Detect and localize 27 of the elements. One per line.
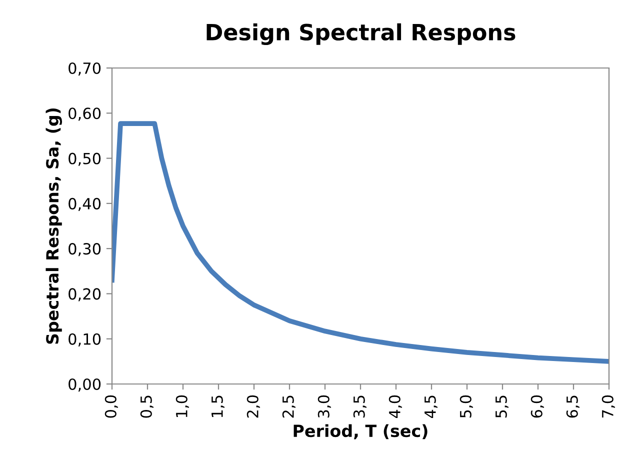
x-tick-label: 5,5 bbox=[496, 396, 508, 418]
y-tick-label: 0,70 bbox=[68, 62, 101, 76]
y-tick-label: 0,10 bbox=[68, 333, 101, 346]
line-series bbox=[112, 121, 609, 364]
x-tick-label: 6,5 bbox=[566, 396, 580, 418]
y-tick-label: 0,40 bbox=[68, 198, 101, 212]
x-tick-label: 4,5 bbox=[424, 396, 438, 418]
x-tick-label: 3,0 bbox=[318, 395, 331, 418]
x-tick-label: 0,0 bbox=[104, 395, 118, 418]
y-tick-label: 0,60 bbox=[68, 108, 101, 121]
y-tick-label: 0,50 bbox=[68, 152, 101, 166]
x-tick-label: 1,0 bbox=[176, 395, 189, 418]
y-tick-label: 0,00 bbox=[68, 378, 101, 392]
y-tick-label: 0,20 bbox=[68, 288, 101, 302]
x-tick-label: 7,0 bbox=[602, 395, 615, 418]
y-axis-title: Spectral Respons, Sa, (g) bbox=[46, 108, 62, 344]
x-tick-label: 2,0 bbox=[246, 395, 260, 418]
x-axis-title: Period, T (sec) bbox=[294, 424, 428, 440]
x-tick-label: 1,5 bbox=[212, 396, 224, 418]
chart-title: Design Spectral Respons bbox=[206, 23, 516, 46]
x-tick-label: 2,5 bbox=[282, 396, 296, 418]
x-tick-label: 3,5 bbox=[353, 396, 366, 418]
x-tick-label: 0,5 bbox=[140, 396, 154, 418]
x-tick-label: 5,0 bbox=[460, 395, 473, 418]
x-tick-label: 6,0 bbox=[530, 395, 544, 418]
x-tick-label: 4,0 bbox=[388, 395, 402, 418]
y-tick-label: 0,30 bbox=[68, 243, 101, 256]
